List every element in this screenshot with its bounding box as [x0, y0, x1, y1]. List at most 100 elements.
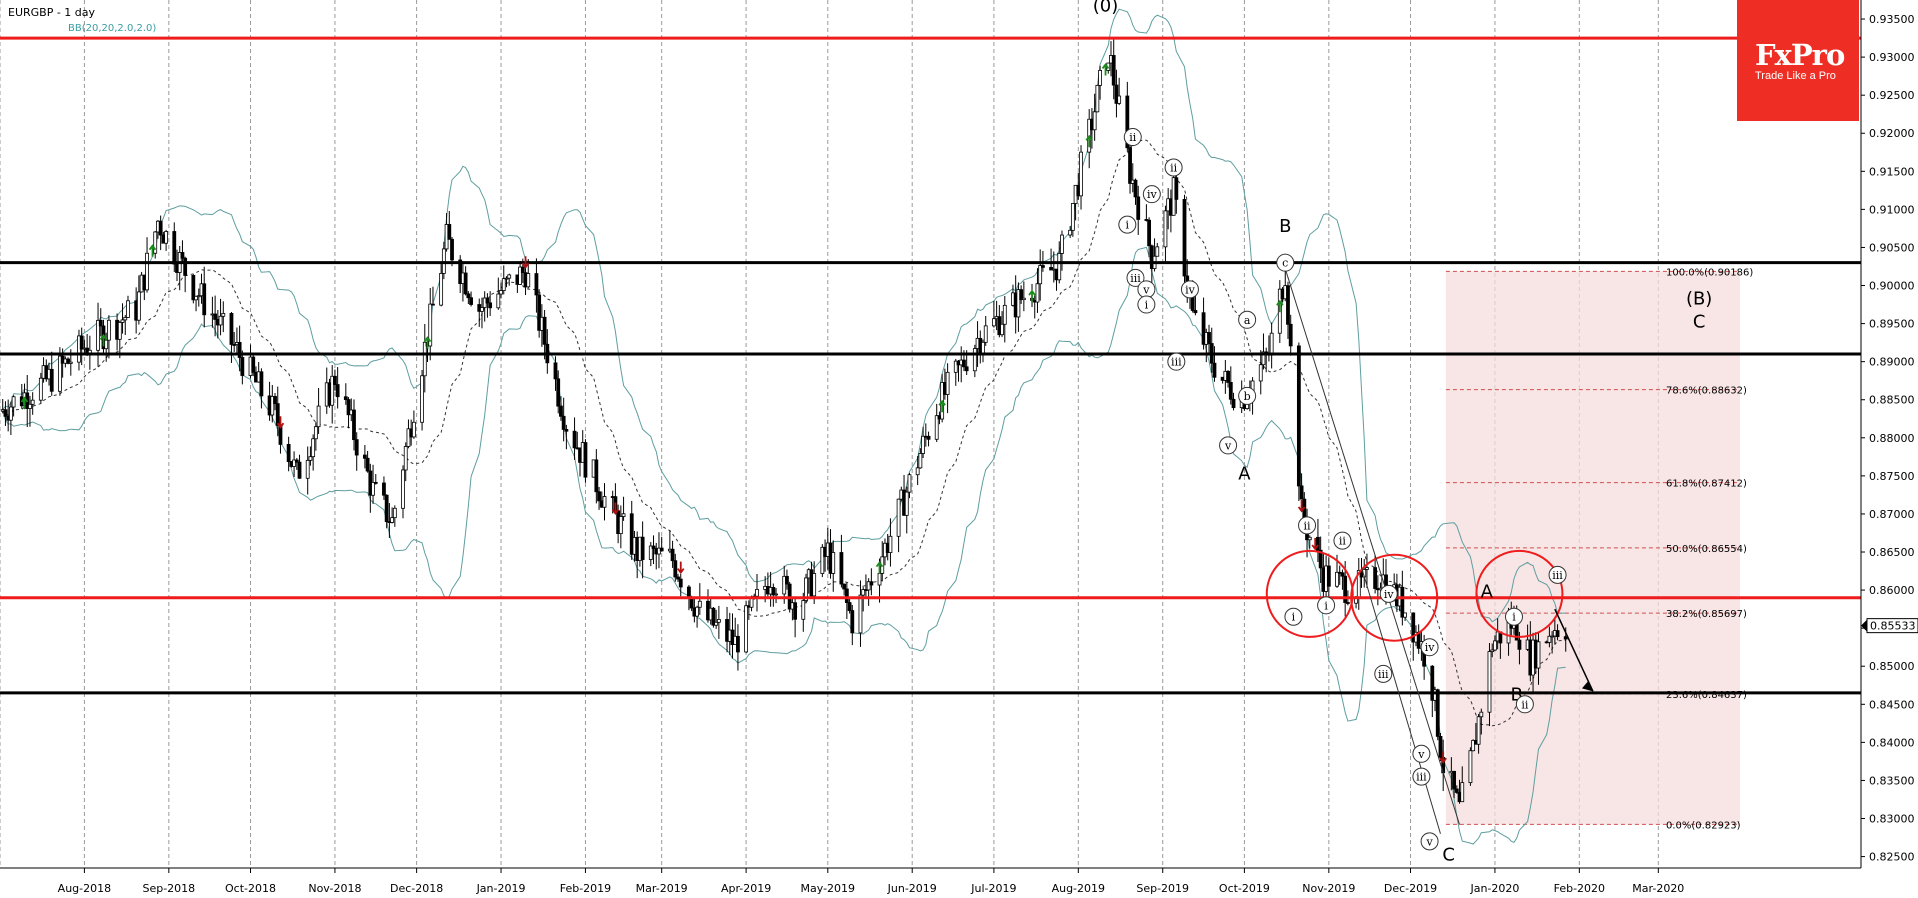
candle-body: [194, 295, 198, 301]
candle-body: [1452, 770, 1456, 790]
y-tick-label: 0.89500: [1869, 318, 1915, 331]
candle: [411, 410, 416, 439]
candle: [594, 449, 599, 504]
candle: [1299, 473, 1304, 500]
wave-marker: c: [1276, 253, 1295, 272]
candle-body: [877, 572, 882, 586]
y-tick-label: 0.91500: [1869, 165, 1915, 178]
candle-body: [1326, 565, 1331, 587]
candle: [403, 442, 408, 482]
candle-body: [1460, 782, 1465, 803]
candle-body: [180, 252, 185, 259]
candle: [896, 498, 901, 553]
candle: [1365, 553, 1369, 589]
buy-arrow: [938, 399, 946, 413]
candle: [120, 303, 125, 334]
candle: [1438, 733, 1443, 762]
candle: [1490, 643, 1495, 658]
buy-arrow: [20, 396, 29, 409]
candle-body: [373, 482, 378, 484]
candle-body: [687, 586, 691, 598]
candle-body: [308, 456, 313, 461]
candle: [390, 507, 395, 524]
candle: [480, 297, 484, 329]
buy-arrow: [1276, 299, 1284, 313]
candle-body: [670, 548, 675, 562]
x-tick-label: Feb-2020: [1554, 882, 1605, 895]
sell-arrow: [1297, 499, 1306, 513]
candle: [507, 273, 512, 286]
candle-body: [812, 573, 817, 597]
candle: [861, 587, 866, 612]
candle: [991, 300, 996, 328]
sell-arrow: [1311, 538, 1319, 551]
candle-body: [847, 602, 852, 611]
candle: [1207, 324, 1211, 354]
wave-circle: [1284, 607, 1303, 626]
candle-body: [888, 535, 893, 553]
x-tick-label: Mar-2020: [1632, 882, 1684, 895]
candle-body: [983, 325, 988, 343]
candle-body: [273, 396, 277, 405]
candle-body: [428, 303, 433, 347]
y-tick-label: 0.87500: [1869, 470, 1915, 483]
candle: [597, 486, 601, 510]
candle-body: [58, 355, 62, 392]
wave-label: (0): [1093, 0, 1119, 16]
candle: [335, 367, 340, 409]
candle-body: [371, 482, 375, 496]
wave-label: (B): [1686, 289, 1712, 310]
candle: [1269, 322, 1274, 369]
bollinger-upper: [2, 8, 1566, 623]
candle: [572, 417, 577, 460]
candle: [1416, 624, 1421, 654]
y-tick-label: 0.92500: [1869, 89, 1915, 102]
wave-label: b: [1244, 390, 1251, 403]
wave-label: iv: [1384, 588, 1395, 601]
candle: [866, 578, 871, 606]
x-tick-label: Sep-2018: [142, 882, 195, 895]
candle: [1487, 643, 1492, 727]
wave-marker: v: [1420, 832, 1439, 851]
wave-marker: v: [1412, 744, 1431, 763]
wave-label: i: [1512, 611, 1516, 624]
candle: [1070, 203, 1075, 237]
candle-body: [559, 405, 563, 417]
candle-body: [926, 435, 931, 440]
candle: [308, 446, 313, 466]
candle: [194, 295, 198, 312]
current-price-box: [1866, 618, 1918, 634]
candle-body: [1373, 567, 1378, 589]
buy-arrow: [423, 336, 432, 349]
candle-body: [1454, 788, 1459, 793]
candle: [725, 606, 729, 653]
candle-body: [602, 496, 607, 508]
candle-body: [962, 359, 966, 368]
price-axis: 0.93500 0.93000 0.92500 0.92000 0.91500 0.910…: [1861, 13, 1915, 864]
candle-body: [561, 415, 566, 430]
wave-label: ii: [1129, 131, 1137, 144]
candle: [1318, 536, 1323, 584]
x-tick-label: Mar-2019: [636, 882, 688, 895]
candle-body: [673, 560, 678, 578]
wave-circle: [1167, 352, 1186, 371]
candle-body: [447, 224, 452, 240]
candle: [1212, 346, 1217, 382]
candle: [392, 505, 397, 527]
candle-body: [842, 583, 847, 590]
candle-body: [362, 454, 367, 459]
candle-body: [676, 576, 680, 580]
candle: [240, 350, 245, 385]
wave-circle: [1374, 664, 1393, 683]
candle: [842, 583, 847, 596]
forecast-arrowhead: [1581, 681, 1593, 692]
candle: [945, 363, 950, 414]
y-tick-label: 0.93500: [1869, 13, 1915, 26]
candle-body: [229, 313, 234, 345]
candle-body: [678, 578, 683, 588]
candle-body: [401, 469, 405, 509]
candle: [1095, 84, 1100, 113]
candle-body: [411, 421, 416, 438]
wave-circle: [1420, 832, 1439, 851]
candle: [501, 265, 506, 295]
